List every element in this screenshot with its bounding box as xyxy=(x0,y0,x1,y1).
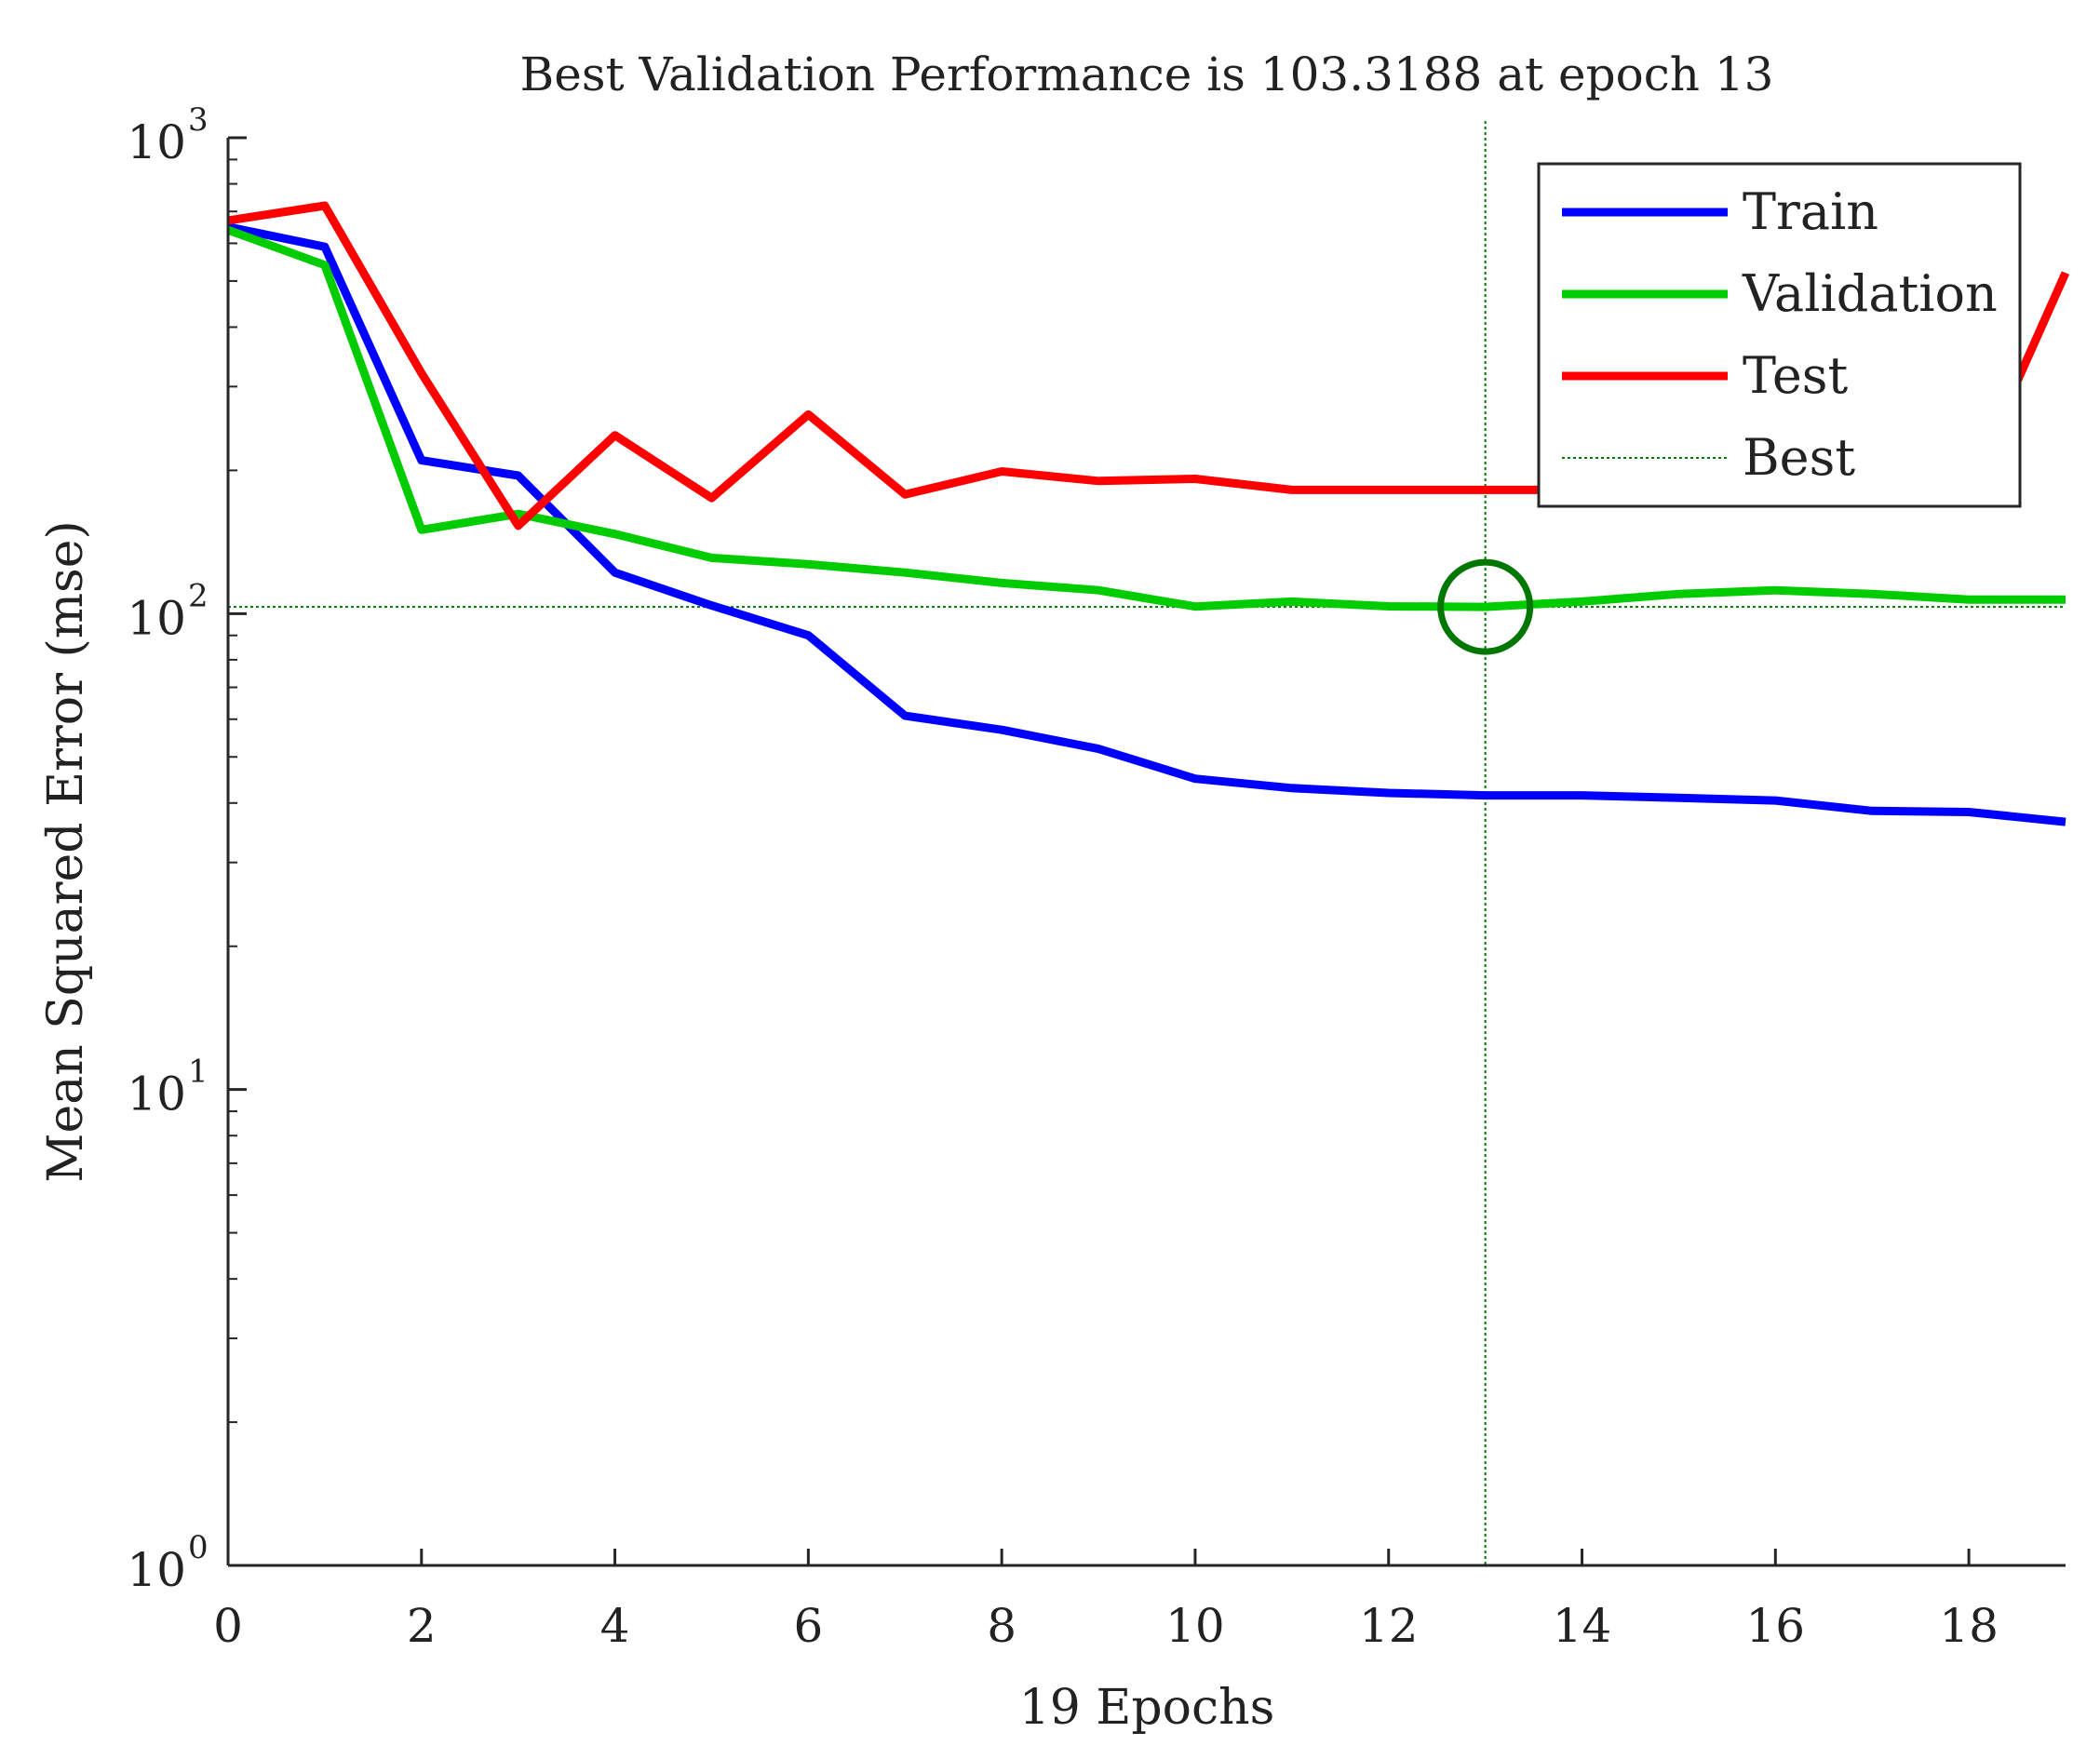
y-tick-exponent: 2 xyxy=(188,577,209,614)
x-tick-label: 10 xyxy=(1165,1599,1225,1653)
y-axis-label: Mean Squared Error (mse) xyxy=(38,520,94,1183)
legend-label-best: Best xyxy=(1743,428,1855,487)
y-tick-label: 10 xyxy=(127,1543,186,1597)
y-tick-label: 10 xyxy=(127,115,186,169)
legend-entries: Train Validation Test Best xyxy=(1562,182,1998,487)
best-point-circle xyxy=(1437,558,1534,655)
x-tick-label: 16 xyxy=(1746,1599,1806,1653)
x-ticks: 0 2 4 6 8 10 12 14 16 18 xyxy=(213,1549,1999,1653)
y-tick-exponent: 0 xyxy=(188,1529,209,1566)
legend-box xyxy=(1537,162,2022,508)
x-tick-label: 14 xyxy=(1553,1599,1612,1653)
y-tick-exponent: 1 xyxy=(188,1054,209,1091)
x-axis-label: 19 Epochs xyxy=(1019,1680,1275,1736)
x-tick-label: 2 xyxy=(407,1599,437,1653)
legend-label-validation: Validation xyxy=(1742,264,1998,323)
legend: Train Validation Test Best xyxy=(1537,162,2022,508)
best-point-group xyxy=(1437,558,1534,655)
y-tick-label: 10 xyxy=(127,1067,186,1121)
legend-label-test: Test xyxy=(1743,346,1848,405)
x-tick-label: 0 xyxy=(213,1599,243,1653)
x-tick-label: 4 xyxy=(600,1599,630,1653)
best-marker-lines xyxy=(228,121,2066,1565)
x-tick-label: 8 xyxy=(987,1599,1016,1653)
series-line-train xyxy=(227,222,2066,826)
x-tick-label: 18 xyxy=(1939,1599,1999,1653)
legend-label-train: Train xyxy=(1743,182,1878,241)
y-tick-label: 10 xyxy=(127,591,186,645)
y-tick-exponent: 3 xyxy=(188,101,209,139)
x-tick-label: 12 xyxy=(1359,1599,1419,1653)
x-tick-label: 6 xyxy=(793,1599,823,1653)
chart-title: Best Validation Performance is 103.3188 … xyxy=(520,47,1774,101)
series-line-validation xyxy=(226,225,2066,611)
